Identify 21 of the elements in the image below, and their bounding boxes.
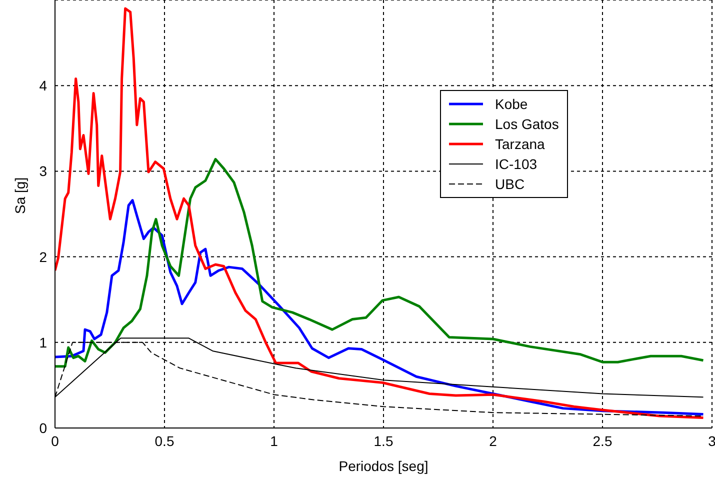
y-tick-label: 2 [39,248,48,265]
x-tick-label: 1.5 [374,432,394,449]
y-tick-label: 0 [39,420,48,436]
x-tick-label: 3 [708,432,715,449]
legend-label: Kobe [495,95,528,114]
y-tick-label: 1 [39,334,48,350]
y-tick-label: 4 [39,78,48,94]
line-series [55,7,704,419]
legend-label: IC-103 [495,155,538,174]
y-tick-label: 3 [39,163,48,180]
legend-label: Los Gatos [495,115,559,134]
x-tick-label: 2 [489,432,498,449]
x-tick-label: 0.5 [154,432,174,449]
x-tick-label: 1 [270,432,278,449]
x-axis-title: Periodos [seg] [338,458,428,474]
line-series [55,158,704,368]
y-axis-title: Sa [g] [12,177,28,214]
x-tick-label: 2.5 [592,432,612,449]
legend-label: UBC [495,175,525,194]
legend-label: Tarzana [495,135,545,154]
x-tick-label: 0 [51,432,60,449]
